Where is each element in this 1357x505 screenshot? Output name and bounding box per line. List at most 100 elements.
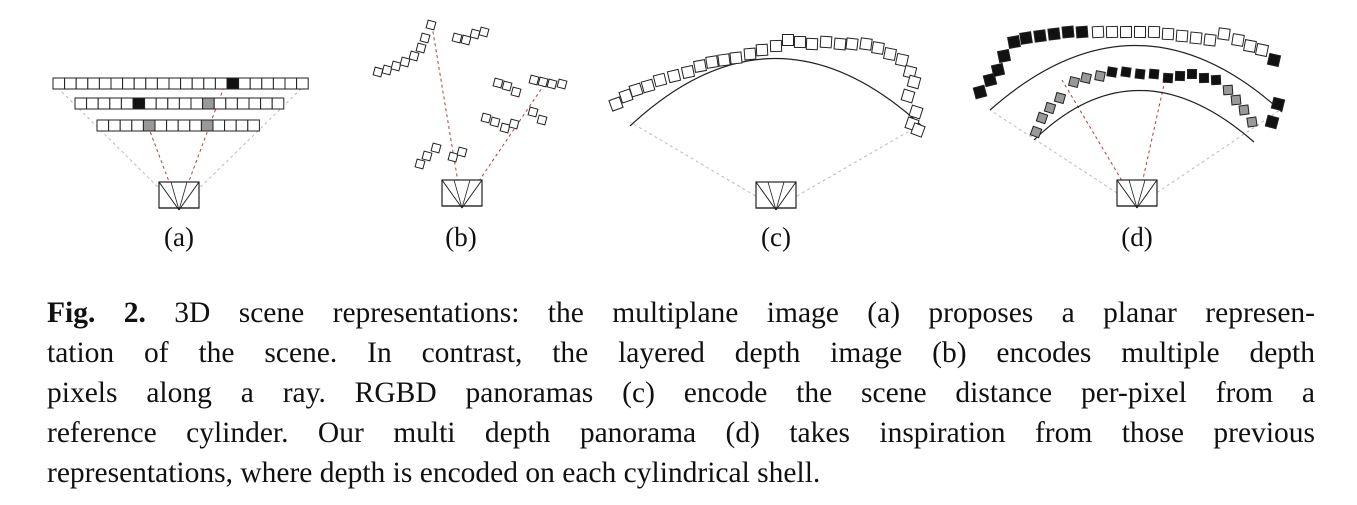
outer-shell-pixel — [1091, 25, 1105, 39]
plane-pixel — [191, 77, 205, 90]
camera-line — [453, 179, 463, 209]
panel-a-multiplane-image — [52, 77, 309, 211]
camera-line — [461, 179, 483, 209]
depth-sample — [421, 150, 433, 162]
depth-sample — [536, 114, 548, 126]
plane-pixel — [110, 77, 124, 90]
depth-sample — [508, 118, 520, 130]
camera-line — [1116, 179, 1138, 209]
figure-caption: Fig. 2. 3D scene representations: the mu… — [47, 293, 1315, 493]
plane-pixel — [189, 119, 202, 132]
inner-shell-pixel — [1198, 72, 1210, 84]
caption-line-2: tation of the scene. In contrast, the la… — [47, 337, 1315, 369]
plane-pixel — [168, 77, 182, 90]
caption-text-1: 3D scene representations: the multiplane… — [174, 297, 1316, 329]
rgbd-pixel — [902, 64, 918, 80]
inner-shell-pixel — [1035, 111, 1049, 125]
outer-shell-pixel — [1105, 25, 1119, 39]
rgbd-pixel — [859, 37, 873, 51]
outer-shell-pixel — [1007, 35, 1021, 49]
depth-sample — [546, 78, 558, 90]
depth-sample — [372, 66, 384, 78]
plane-pixel — [87, 77, 100, 90]
plane-pixel — [119, 119, 133, 132]
panel-b-layered-depth-image — [372, 19, 568, 209]
caption-line-5: representations, where depth is encoded … — [47, 457, 821, 489]
plane-pixel — [156, 77, 170, 90]
rgbd-pixel — [769, 39, 783, 53]
rgbd-pixel — [743, 47, 757, 61]
plane-pixel — [133, 77, 147, 90]
ray — [431, 25, 463, 207]
outer-shell-pixel — [1266, 52, 1282, 68]
rgbd-pixel — [640, 78, 656, 94]
plane-pixel — [203, 77, 216, 90]
caption-line-3: pixels along a ray. RGBD panoramas (c) e… — [47, 377, 1315, 409]
depth-sample — [480, 112, 492, 124]
inner-shell-pixel — [1222, 84, 1234, 96]
outer-shell-pixel — [1270, 96, 1286, 112]
plane-pixel — [96, 119, 110, 132]
depth-sample — [501, 80, 513, 92]
outer-shell-pixel — [1075, 25, 1089, 39]
inner-shell-pixel — [1120, 66, 1132, 78]
reference-cylinder — [629, 57, 925, 129]
rgbd-pixel — [871, 41, 885, 55]
depth-sample — [510, 86, 522, 98]
rgbd-pixel — [900, 88, 916, 104]
depth-sample — [415, 42, 427, 54]
depth-sample — [537, 76, 549, 88]
inner-shell-pixel — [1162, 72, 1174, 84]
plane-pixel — [226, 77, 240, 90]
depth-sample — [425, 19, 437, 31]
depth-sample — [447, 151, 459, 163]
outer-shell-pixel — [1119, 25, 1133, 39]
plane-pixel — [132, 97, 146, 110]
plane-pixel — [296, 77, 309, 90]
inner-shell-pixel — [1186, 68, 1198, 80]
camera-body — [1116, 179, 1158, 207]
inner-shell-pixel — [1043, 101, 1057, 115]
plane-pixel — [74, 97, 88, 110]
camera-body — [755, 181, 797, 209]
plane-pixel — [271, 97, 285, 110]
depth-sample — [556, 78, 568, 90]
depth-sample — [527, 106, 539, 118]
rgbd-pixel — [755, 43, 769, 57]
figure-drawing — [52, 19, 1286, 211]
rgbd-pixel — [894, 52, 910, 68]
camera-line — [158, 181, 180, 211]
depth-sample — [499, 122, 511, 134]
inner-shell-pixel — [1029, 125, 1043, 139]
depth-sample — [528, 74, 540, 86]
inner-shell-pixel — [1094, 70, 1106, 82]
plane-pixel — [52, 77, 66, 90]
plane-pixel — [109, 97, 122, 110]
camera-line — [178, 181, 200, 211]
inner-shell-pixel — [1053, 91, 1067, 105]
plane-pixel — [225, 97, 238, 110]
outer-shell-pixel — [1264, 114, 1280, 130]
depth-sample — [419, 32, 431, 44]
rgbd-pixel — [693, 59, 707, 73]
rgbd-pixel — [717, 53, 731, 67]
frustum-edge — [775, 124, 921, 209]
plane-pixel — [224, 119, 237, 132]
inner-shell-pixel — [1174, 70, 1186, 82]
plane-pixel — [75, 77, 89, 90]
plane-pixel — [64, 77, 77, 90]
plane-pixel — [97, 97, 111, 110]
camera-line — [1128, 179, 1138, 209]
outer-shell-pixel — [990, 62, 1006, 78]
inner-shell-pixel — [1238, 104, 1250, 116]
outer-shell-pixel — [1189, 31, 1203, 45]
caption-line-4: reference cylinder. Our multi depth pano… — [47, 417, 1315, 449]
plane-pixel — [249, 77, 263, 90]
outer-shell-pixel — [1147, 25, 1161, 39]
plane-pixel — [236, 97, 250, 110]
plane-pixel — [144, 97, 157, 110]
rgbd-pixel — [705, 55, 719, 69]
camera-line — [775, 181, 797, 211]
rgbd-pixel — [793, 35, 807, 49]
plane-pixel — [272, 77, 286, 90]
